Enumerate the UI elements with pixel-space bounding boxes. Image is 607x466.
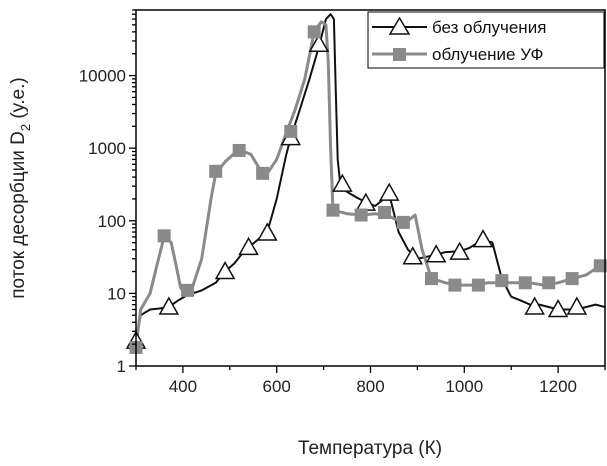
x-tick-label: 400 bbox=[169, 377, 197, 396]
data-point-series-1 bbox=[425, 244, 447, 263]
data-point-series-2 bbox=[396, 215, 410, 229]
y-axis-title-suffix: (у.е.) bbox=[8, 77, 29, 124]
x-tick-label: 600 bbox=[263, 377, 291, 396]
y-axis-title-main: поток десорбции D bbox=[8, 131, 29, 299]
data-point-series-1 bbox=[472, 229, 494, 248]
data-point-series-1 bbox=[566, 296, 588, 315]
data-point-series-2 bbox=[378, 206, 392, 220]
data-point-series-2 bbox=[354, 208, 368, 222]
y-tick-label: 10 bbox=[107, 284, 126, 303]
data-point-series-2 bbox=[209, 164, 223, 178]
data-point-series-1 bbox=[547, 298, 569, 318]
x-axis-title: Температура (К) bbox=[298, 438, 442, 459]
data-point-series-1 bbox=[449, 241, 470, 260]
data-point-series-2 bbox=[542, 276, 556, 290]
y-axis-title: поток десорбции D2 (у.е.) bbox=[8, 77, 33, 298]
x-tick-label: 1000 bbox=[445, 377, 483, 396]
data-point-series-1 bbox=[214, 261, 236, 280]
legend-marker-series-2 bbox=[393, 48, 406, 61]
data-point-series-2 bbox=[181, 283, 195, 297]
data-point-series-1 bbox=[378, 182, 400, 201]
data-point-series-2 bbox=[232, 143, 246, 157]
data-point-series-2 bbox=[518, 276, 532, 290]
y-tick-label: 1000 bbox=[88, 139, 126, 158]
data-point-series-2 bbox=[157, 229, 171, 243]
data-point-series-1 bbox=[524, 296, 545, 315]
y-tick-label: 1 bbox=[117, 357, 126, 376]
data-point-series-2 bbox=[565, 272, 579, 286]
data-point-series-1 bbox=[402, 246, 423, 265]
data-point-series-2 bbox=[593, 259, 607, 273]
data-point-series-1 bbox=[308, 33, 330, 53]
data-point-series-1 bbox=[238, 236, 259, 256]
data-point-series-2 bbox=[424, 272, 438, 286]
legend-label-series-1: без облучения bbox=[432, 18, 546, 37]
data-point-series-2 bbox=[448, 278, 462, 292]
y-tick-label: 10000 bbox=[79, 67, 126, 86]
data-point-series-2 bbox=[326, 203, 340, 217]
data-point-series-2 bbox=[307, 25, 321, 39]
data-point-series-2 bbox=[256, 166, 270, 180]
legend-box bbox=[367, 11, 605, 69]
legend-marker-series-1 bbox=[388, 16, 411, 35]
data-point-series-1 bbox=[355, 192, 377, 211]
data-point-series-2 bbox=[284, 124, 298, 138]
data-point-series-1 bbox=[257, 222, 278, 241]
legend: без облучения облучение УФ bbox=[367, 11, 605, 69]
data-point-series-2 bbox=[495, 274, 509, 288]
y-axis-title-subscript: 2 bbox=[18, 124, 33, 131]
data-point-series-1 bbox=[158, 296, 180, 315]
data-point-series-2 bbox=[471, 278, 485, 292]
data-point-series-1 bbox=[332, 173, 353, 192]
legend-label-series-2: облучение УФ bbox=[432, 45, 543, 64]
x-tick-label: 1200 bbox=[539, 377, 577, 396]
y-tick-label: 100 bbox=[98, 212, 126, 231]
x-tick-label: 800 bbox=[356, 377, 384, 396]
